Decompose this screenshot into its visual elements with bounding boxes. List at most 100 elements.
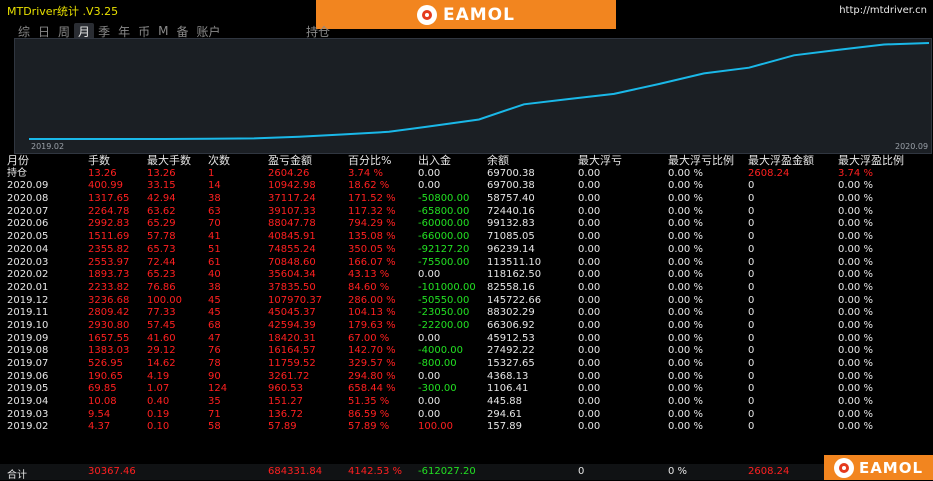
column-header: 盈亏金额 — [268, 154, 312, 167]
table-cell: 0.00 % — [838, 281, 873, 293]
table-row: 2019.07 526.95 14.62 78 11759.52 329.57 % -800… — [0, 358, 933, 371]
table-cell: -101000.00 — [418, 281, 476, 293]
table-cell: 0.00 % — [668, 256, 703, 268]
table-cell: 0.00 % — [838, 307, 873, 319]
table-cell: 2019.06 — [7, 370, 49, 382]
table-cell: 0 — [748, 345, 755, 357]
table-cell: 33.15 — [147, 180, 176, 192]
table-cell: 51 — [208, 243, 221, 255]
table-cell: 157.89 — [487, 421, 522, 433]
tab-7[interactable]: M — [158, 24, 169, 38]
table-cell: 100.00 — [147, 294, 182, 306]
table-cell: 2020.06 — [7, 218, 49, 230]
table-cell: 0.00 % — [668, 269, 703, 281]
table-cell: 0.00 % — [838, 319, 873, 331]
table-cell: 0.00 % — [838, 345, 873, 357]
table-cell: 0 — [748, 256, 755, 268]
table-cell: 0 — [748, 205, 755, 217]
table-cell: 0 — [748, 243, 755, 255]
tab-0[interactable]: 综 — [18, 24, 31, 39]
eamol-logo-icon — [417, 4, 437, 25]
table-cell: 3.74 % — [838, 167, 873, 179]
column-header: 出入金 — [418, 154, 451, 167]
table-cell: 0.00 % — [838, 396, 873, 408]
table-cell: 13.26 — [147, 167, 176, 179]
brand-badge-corner: EAMOL — [824, 455, 933, 480]
tab-5[interactable]: 年 — [118, 24, 131, 39]
table-cell: 0.00 % — [668, 193, 703, 205]
table-cell: 0.00 — [578, 205, 601, 217]
tab-4[interactable]: 季 — [98, 24, 111, 39]
table-cell: 400.99 — [88, 180, 123, 192]
table-cell: 72.44 — [147, 256, 176, 268]
table-row: 2019.05 69.85 1.07 124 960.53 658.44 % -300.00… — [0, 383, 933, 396]
tab-9[interactable]: 账户 — [196, 24, 221, 39]
table-cell: 0 — [748, 383, 755, 395]
brand-banner: EAMOL — [316, 0, 616, 29]
table-cell: 117.32 % — [348, 205, 396, 217]
table-cell: -300.00 — [418, 383, 457, 395]
table-cell: 9.54 — [88, 408, 111, 420]
table-cell: 0.00 — [418, 180, 441, 192]
table-cell: 57.89 — [268, 421, 297, 433]
table-cell: 0.00 % — [668, 332, 703, 344]
table-cell: 0.00 % — [838, 332, 873, 344]
table-cell: 58757.40 — [487, 193, 535, 205]
table-cell: 0.00 — [418, 269, 441, 281]
table-cell: 40845.91 — [268, 231, 316, 243]
tab-3[interactable]: 月 — [74, 22, 95, 40]
tab-position[interactable]: 持仓 — [306, 25, 331, 39]
tab-2[interactable]: 周 — [58, 24, 71, 39]
table-cell: 74855.24 — [268, 243, 316, 255]
table-cell: 41.60 — [147, 332, 176, 344]
table-cell: -66000.00 — [418, 231, 470, 243]
table-cell: 0.00 — [578, 332, 601, 344]
table-cell: 51.35 % — [348, 396, 390, 408]
table-cell: 16164.57 — [268, 345, 316, 357]
table-row: 2019.11 2809.42 77.33 45 45045.37 104.13 % -23… — [0, 307, 933, 320]
table-cell: 35604.34 — [268, 269, 316, 281]
table-row: 2020.07 2264.78 63.62 63 39107.33 117.32 % -65… — [0, 206, 933, 219]
column-header: 手数 — [88, 154, 110, 167]
table-cell: 0.00 — [578, 319, 601, 331]
table-cell: 4.19 — [147, 370, 170, 382]
table-cell: 0.00 % — [668, 408, 703, 420]
table-row: 持仓 13.26 13.26 1 2604.26 3.74 % 0.00 69700.38 0.… — [0, 168, 933, 181]
tab-8[interactable]: 备 — [176, 24, 189, 39]
table-cell: 0 — [748, 180, 755, 192]
table-cell: 88302.29 — [487, 307, 535, 319]
table-cell: -50550.00 — [418, 294, 470, 306]
table-cell: 14 — [208, 180, 221, 192]
table-cell: 0 — [748, 218, 755, 230]
table-cell: 45045.37 — [268, 307, 316, 319]
column-header: 次数 — [208, 154, 230, 167]
table-cell: 0.00 — [578, 345, 601, 357]
chart-start-date: 2019.02 — [31, 142, 64, 151]
table-cell: 145722.66 — [487, 294, 542, 306]
table-cell: 2604.26 — [268, 167, 310, 179]
table-row: 2019.06 190.65 4.19 90 3261.72 294.80 % 0.00 43… — [0, 371, 933, 384]
table-cell: 658.44 % — [348, 383, 396, 395]
table-cell: 11759.52 — [268, 358, 316, 369]
table-cell: -60000.00 — [418, 218, 470, 230]
total-cell: 684331.84 — [268, 466, 323, 477]
table-cell: 0.00 % — [838, 243, 873, 255]
tab-6[interactable]: 币 — [138, 24, 151, 39]
tab-1[interactable]: 日 — [38, 24, 51, 39]
table-cell: 171.52 % — [348, 193, 396, 205]
equity-chart-svg: 2019.02 2020.09 — [29, 42, 930, 151]
table-cell: 190.65 — [88, 370, 123, 382]
table-row: 2019.08 1383.03 29.12 76 16164.57 142.70 % -40… — [0, 345, 933, 358]
site-url-link[interactable]: http://mtdriver.cn — [839, 5, 927, 16]
table-cell: 63.62 — [147, 205, 176, 217]
table-cell: 69.85 — [88, 383, 117, 395]
table-cell: 76 — [208, 345, 221, 357]
table-cell: 65.23 — [147, 269, 176, 281]
table-cell: 38 — [208, 193, 221, 205]
table-cell: 0.00 — [578, 408, 601, 420]
column-header: 最大浮亏比例 — [668, 154, 734, 167]
table-cell: 151.27 — [268, 396, 303, 408]
table-cell: 37835.50 — [268, 281, 316, 293]
table-cell: 57.78 — [147, 231, 176, 243]
table-cell: 14.62 — [147, 358, 176, 369]
